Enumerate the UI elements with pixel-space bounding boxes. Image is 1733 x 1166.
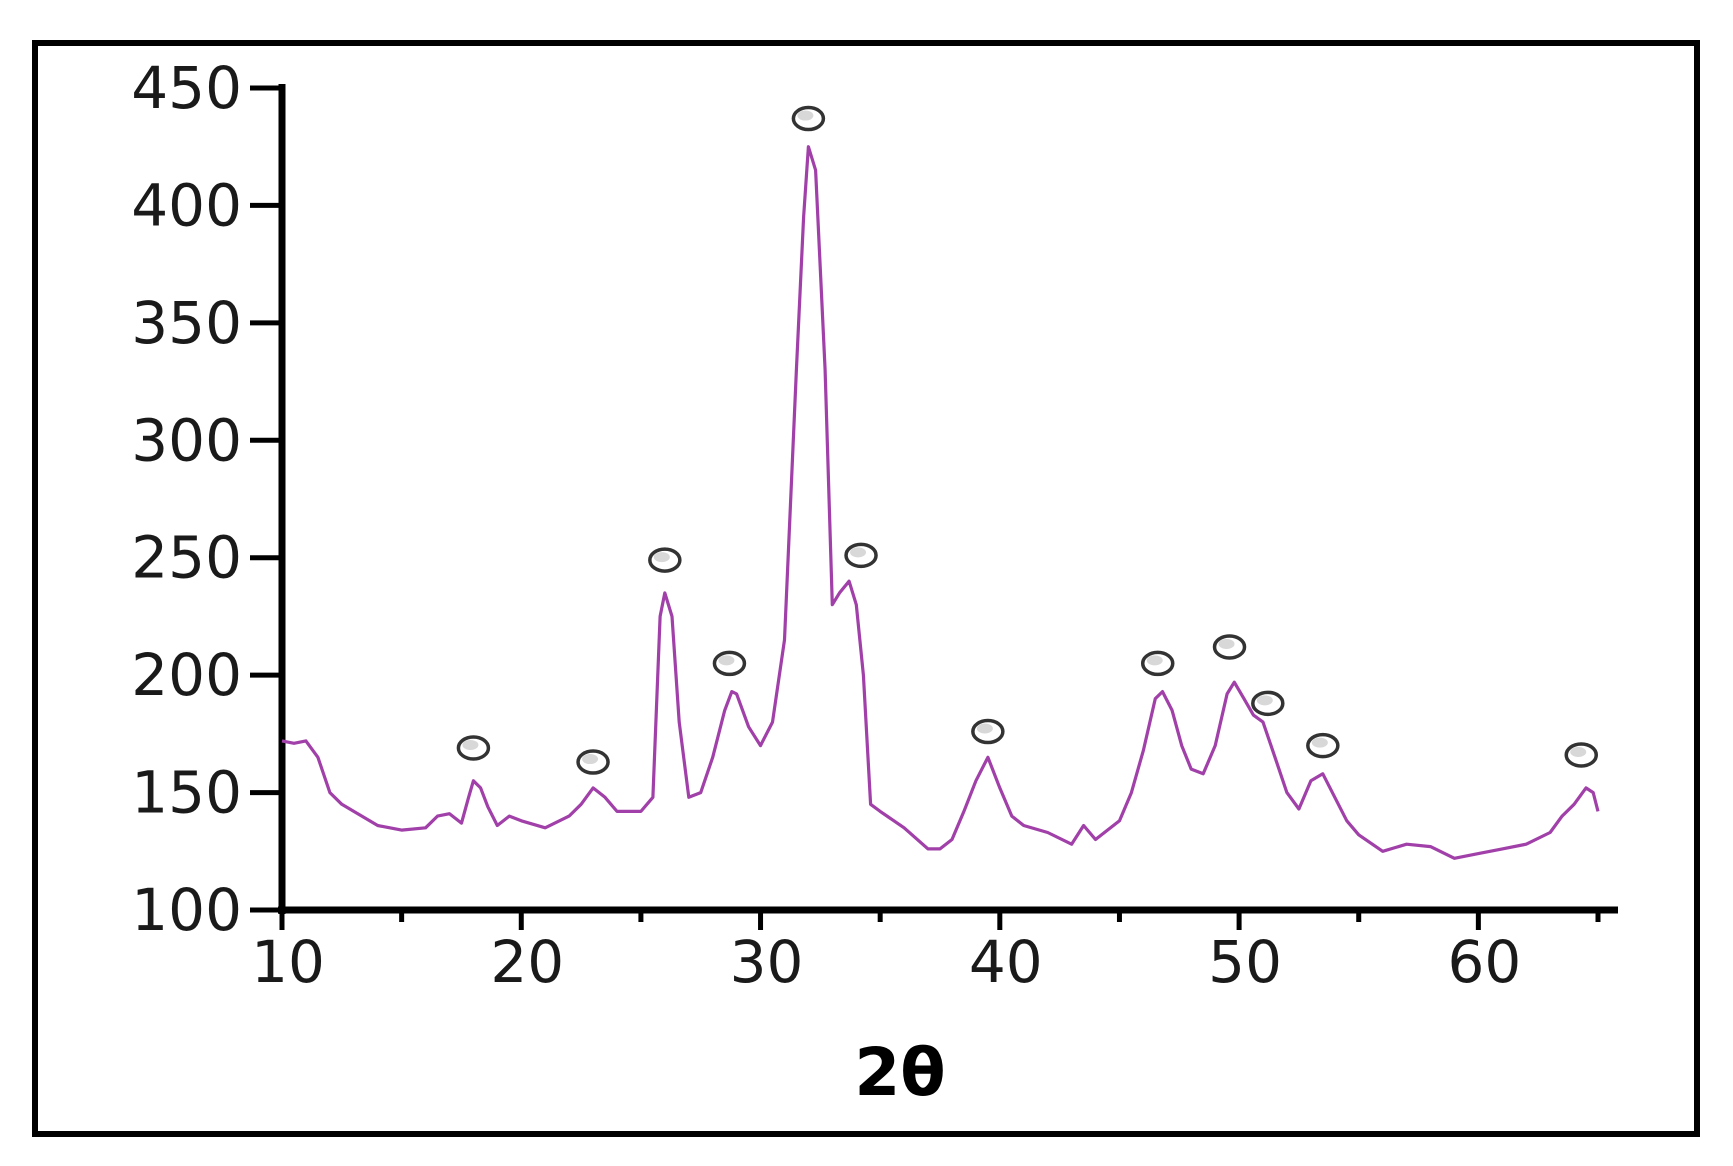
series-line-0 [281, 145, 1600, 860]
axes [278, 84, 1618, 914]
y-tick-label: 200 [131, 641, 242, 709]
x-axis-label: 2θ [854, 1034, 945, 1111]
y-axis-ticks: 100 150 200 250 300 350 400 450 [131, 54, 282, 944]
y-tick-label: 300 [131, 406, 242, 474]
peak-marker-shade [718, 655, 735, 666]
y-tick-label: 150 [131, 759, 242, 827]
peak-marker-shade [797, 110, 814, 121]
peak-marker-shade [1256, 695, 1273, 706]
x-tick-label: 20 [490, 928, 564, 996]
x-tick-label: 30 [730, 928, 804, 996]
x-axis-ticks: 10 20 30 40 50 60 [251, 910, 1601, 996]
x-tick-label: 10 [251, 928, 325, 996]
x-tick-label: 50 [1208, 928, 1282, 996]
peak-marker-shade [1218, 638, 1235, 649]
peak-marker-shade [653, 552, 670, 563]
peak-marker-shade [582, 754, 599, 765]
peak-marker-shade [976, 723, 993, 734]
y-tick-label: 350 [131, 289, 242, 357]
y-tick-label: 450 [131, 54, 242, 122]
peak-marker-shade [1146, 655, 1163, 666]
chart-frame [32, 40, 1700, 1137]
peak-marker-shade [1311, 737, 1328, 748]
y-tick-label: 400 [131, 171, 242, 239]
y-tick-label: 250 [131, 524, 242, 592]
peak-marker-shade [462, 739, 479, 750]
y-tick-label: 100 [131, 876, 242, 944]
peak-markers [456, 105, 1599, 775]
x-tick-label: 40 [969, 928, 1043, 996]
peak-marker-shade [1570, 746, 1587, 757]
peak-marker-shade [850, 547, 867, 558]
x-tick-label: 60 [1447, 928, 1521, 996]
series-layer [281, 145, 1600, 860]
